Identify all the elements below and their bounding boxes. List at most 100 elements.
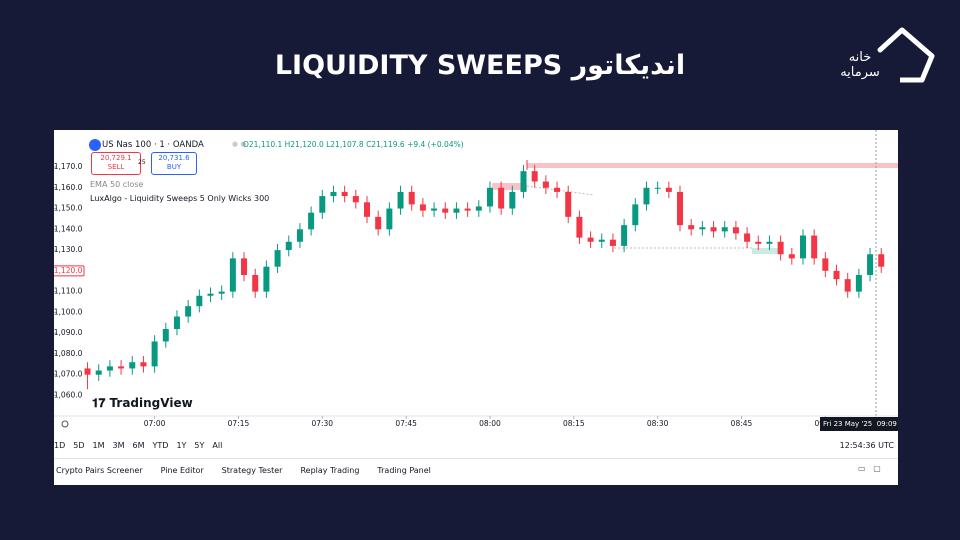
candle-body bbox=[252, 275, 259, 292]
indicator-luxalgo: LuxAlgo - Liquidity Sweeps 5 Only Wicks … bbox=[90, 194, 270, 203]
timeframe-button[interactable]: 1M bbox=[92, 441, 105, 450]
indicator-ema: EMA 50 close bbox=[90, 180, 144, 189]
candle-body bbox=[229, 258, 236, 292]
candle-body bbox=[766, 241, 773, 244]
candle-body bbox=[397, 191, 404, 209]
y-tick-label: 21,150.0 bbox=[54, 204, 83, 213]
tab-bar: Crypto Pairs Screener Pine Editor Strategy… bbox=[56, 466, 449, 475]
clock: 12:54:36 UTC bbox=[839, 441, 894, 450]
cursor-time: 09:09 bbox=[876, 420, 897, 428]
candle-body bbox=[274, 250, 281, 267]
tab[interactable]: Crypto Pairs Screener bbox=[56, 466, 143, 475]
candle-body bbox=[442, 208, 449, 213]
logo-text: خانه سرمایه bbox=[832, 50, 888, 80]
candle-body bbox=[218, 291, 225, 294]
tab[interactable]: Pine Editor bbox=[160, 466, 204, 475]
candle-body bbox=[542, 181, 549, 188]
timeframe-button[interactable]: 5D bbox=[73, 441, 85, 450]
buy-button[interactable]: 20,731.6 BUY bbox=[151, 152, 197, 175]
candle-body bbox=[386, 208, 393, 230]
candle-body bbox=[95, 370, 102, 375]
x-tick-label: 07:00 bbox=[144, 419, 166, 428]
tab[interactable]: Trading Panel bbox=[377, 466, 431, 475]
chart: 21,060.0 21,070.0 21,080.0 21,090.0 21,100.0… bbox=[54, 130, 898, 428]
candle-body bbox=[308, 212, 315, 230]
window-icons: ▭ ▢ bbox=[858, 464, 881, 473]
y-tick-label: 21,100.0 bbox=[54, 307, 83, 316]
y-tick-label: 21,140.0 bbox=[54, 224, 83, 233]
candle-body bbox=[498, 187, 505, 209]
candle-body bbox=[822, 258, 829, 271]
candle-body bbox=[509, 191, 516, 209]
timeframe-button[interactable]: All bbox=[212, 441, 223, 450]
candle-body bbox=[621, 225, 628, 246]
candle-body bbox=[185, 306, 192, 317]
x-tick-label: 07:15 bbox=[228, 419, 250, 428]
candle-body bbox=[632, 204, 639, 226]
timeframe-button[interactable]: YTD bbox=[152, 441, 169, 450]
candle-body bbox=[844, 279, 851, 292]
timeframe-button[interactable]: 5Y bbox=[194, 441, 205, 450]
candle-body bbox=[285, 241, 292, 251]
candle-body bbox=[162, 329, 169, 342]
sweep-box bbox=[492, 183, 527, 190]
y-tick-label: 21,170.0 bbox=[54, 162, 83, 171]
divider bbox=[54, 458, 898, 459]
logo-bottom: سرمایه bbox=[840, 65, 880, 80]
candle-body bbox=[744, 233, 751, 242]
candle-body bbox=[106, 366, 113, 371]
timeframe-button[interactable]: 3M bbox=[112, 441, 125, 450]
candle-body bbox=[486, 187, 493, 207]
logo-top: خانه bbox=[848, 50, 872, 65]
tab[interactable]: Strategy Tester bbox=[221, 466, 283, 475]
y-tick-label: 21,090.0 bbox=[54, 328, 83, 337]
x-tick-label: 08:45 bbox=[731, 419, 753, 428]
y-tick-label: 21,060.0 bbox=[54, 390, 83, 399]
sweep-box bbox=[752, 248, 780, 254]
brand: 𝟏𝟕 TradingView bbox=[92, 396, 193, 411]
candle-body bbox=[419, 204, 426, 211]
candle-body bbox=[643, 187, 650, 205]
y-tick-label: 21,110.0 bbox=[54, 287, 83, 296]
candle-body bbox=[475, 206, 482, 211]
candle-body bbox=[196, 295, 203, 307]
x-tick-label: 08:15 bbox=[563, 419, 585, 428]
timeframe-button[interactable]: 6M bbox=[132, 441, 145, 450]
candle-body bbox=[565, 191, 572, 217]
candle-body bbox=[609, 239, 616, 246]
price-tag bbox=[54, 265, 85, 277]
candle-body bbox=[520, 171, 527, 192]
candle-body bbox=[788, 254, 795, 259]
candle-body bbox=[364, 202, 371, 217]
cursor-tag: Fri 23 May '25 09:09 bbox=[820, 417, 898, 431]
screenshot: 21,060.0 21,070.0 21,080.0 21,090.0 21,100.0… bbox=[54, 130, 898, 485]
tab[interactable]: Replay Trading bbox=[300, 466, 360, 475]
candle-body bbox=[710, 227, 717, 232]
candle-body bbox=[129, 362, 136, 369]
candle-body bbox=[587, 237, 594, 242]
candle-body bbox=[464, 208, 471, 211]
y-tick-label: 21,070.0 bbox=[54, 370, 83, 379]
price-tag-label: 21,120.0 bbox=[54, 266, 83, 275]
ohlc: O21,110.1 H21,120.0 L21,107.8 C21,119.6 … bbox=[243, 140, 464, 149]
sell-button[interactable]: 20,729.1 SELL bbox=[91, 152, 141, 175]
candle-body bbox=[408, 191, 415, 205]
candle-body bbox=[777, 241, 784, 255]
x-tick-label: 07:45 bbox=[395, 419, 417, 428]
candle-body bbox=[341, 191, 348, 197]
candle-body bbox=[151, 341, 158, 367]
cursor-date: Fri 23 May '25 bbox=[823, 420, 873, 428]
sweep-band bbox=[527, 163, 898, 168]
settings-icon bbox=[61, 420, 69, 428]
candle-body bbox=[140, 362, 147, 367]
timeframe-button[interactable]: 1D bbox=[54, 441, 66, 450]
buy-label: BUY bbox=[166, 163, 182, 171]
timeframe-button[interactable]: 1Y bbox=[176, 441, 187, 450]
candle-body bbox=[319, 196, 326, 213]
candle-body bbox=[688, 225, 695, 230]
sell-price: 20,729.1 bbox=[100, 154, 132, 162]
candle-body bbox=[375, 216, 382, 230]
symbol-icon bbox=[89, 139, 101, 151]
candle-body bbox=[732, 227, 739, 234]
timeframe-bar: 1D 5D 1M 3M 6M YTD 1Y 5Y All bbox=[54, 441, 230, 450]
